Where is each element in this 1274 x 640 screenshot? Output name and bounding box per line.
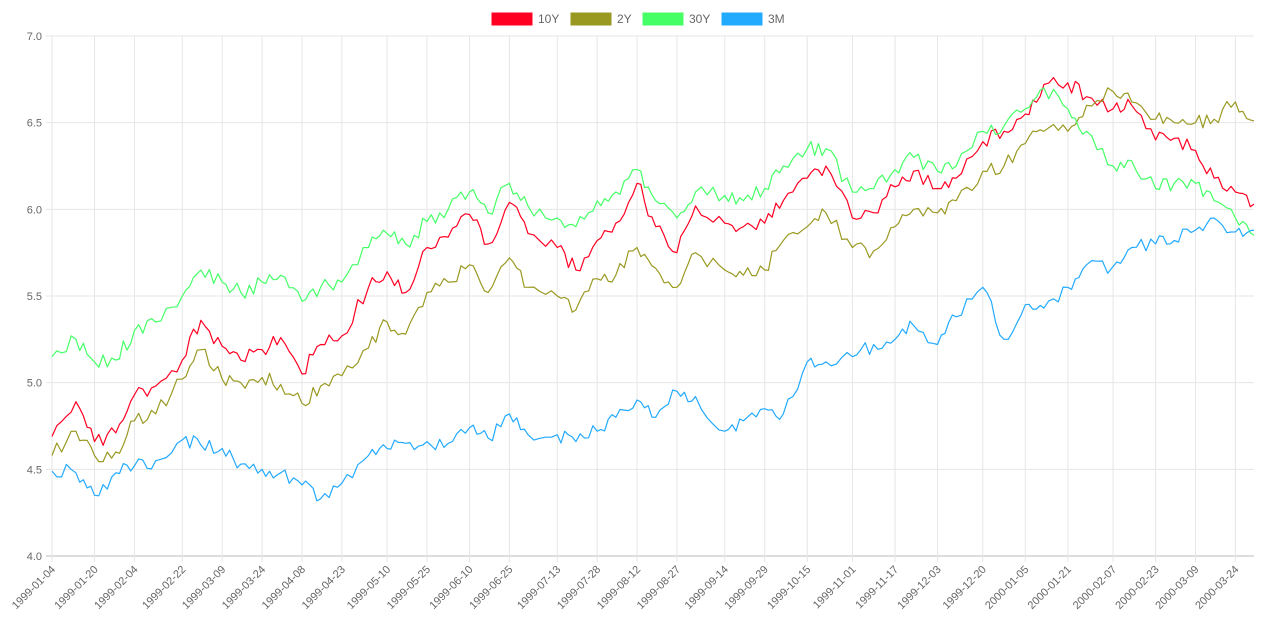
x-tick-label: 2000-03-24 (1193, 564, 1241, 612)
x-tick-label: 2000-02-07 (1071, 564, 1119, 612)
legend-label-10y[interactable]: 10Y (538, 12, 559, 26)
x-tick-label: 1999-09-29 (723, 564, 771, 612)
legend-label-3m[interactable]: 3M (768, 12, 785, 26)
y-axis: 4.0 4.5 5.0 5.5 6.0 6.5 7.0 (27, 31, 42, 563)
x-tick-label: 2000-01-05 (983, 564, 1031, 612)
legend-label-30y[interactable]: 30Y (689, 12, 710, 26)
x-tick-label: 1999-08-27 (635, 564, 683, 612)
x-tick-label: 1999-12-20 (941, 564, 989, 612)
x-tick-label: 1999-02-04 (92, 564, 140, 612)
x-tick-label: 1999-01-04 (10, 564, 58, 612)
y-tick-label: 4.5 (27, 464, 42, 476)
y-tick-label: 6.5 (27, 118, 42, 130)
x-tick-label: 1999-04-23 (300, 564, 348, 612)
series-line-10y (51, 77, 1255, 446)
legend-swatch-10y[interactable] (491, 12, 533, 26)
x-tick-label: 1999-06-25 (467, 564, 515, 612)
legend-label-2y[interactable]: 2Y (617, 12, 632, 26)
x-tick-label: 1999-11-01 (811, 564, 859, 612)
x-tick-label: 1999-10-15 (765, 564, 813, 612)
legend-swatch-30y[interactable] (642, 12, 684, 26)
x-tick-label: 1999-11-17 (853, 564, 901, 612)
chart-grid (46, 35, 1254, 562)
y-tick-label: 7.0 (27, 31, 42, 43)
series-lines (51, 77, 1255, 502)
series-line-30y (51, 87, 1255, 368)
x-tick-label: 1999-12-03 (895, 564, 943, 612)
y-tick-label: 5.5 (27, 291, 42, 303)
series-line-2y (51, 87, 1255, 463)
legend-swatch-2y[interactable] (570, 12, 612, 26)
y-tick-label: 4.0 (27, 551, 42, 563)
y-tick-label: 6.0 (27, 204, 42, 216)
series-line-3m (51, 217, 1255, 502)
x-tick-label: 2000-01-21 (1026, 564, 1074, 612)
x-tick-label: 1999-05-25 (385, 564, 433, 612)
legend-swatch-3m[interactable] (721, 12, 763, 26)
chart-legend: 10Y 2Y 30Y 3M (491, 12, 785, 26)
y-tick-label: 5.0 (27, 378, 42, 390)
